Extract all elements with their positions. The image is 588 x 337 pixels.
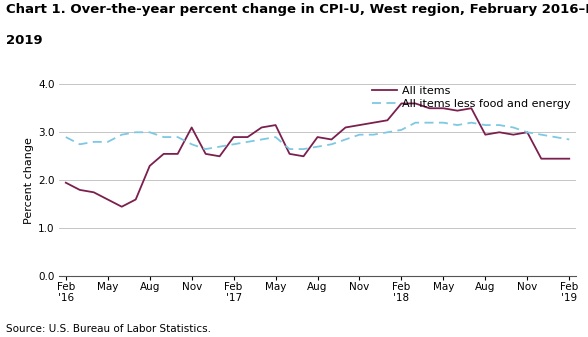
All items: [118, 205, 125, 209]
All items: [510, 133, 517, 137]
All items: [384, 118, 391, 122]
All items: [566, 157, 573, 161]
All items less food and energy: [412, 121, 419, 125]
All items: [398, 101, 405, 105]
All items: [482, 133, 489, 137]
All items: [76, 188, 83, 192]
All items less food and energy: [174, 135, 181, 139]
All items: [174, 152, 181, 156]
All items less food and energy: [230, 142, 237, 146]
All items less food and energy: [384, 130, 391, 134]
All items: [202, 152, 209, 156]
All items less food and energy: [566, 137, 573, 142]
All items: [496, 130, 503, 134]
Line: All items: All items: [66, 103, 569, 207]
All items less food and energy: [510, 125, 517, 129]
All items less food and energy: [454, 123, 461, 127]
All items: [314, 135, 321, 139]
All items less food and energy: [202, 147, 209, 151]
All items: [300, 154, 307, 158]
All items: [104, 197, 111, 202]
Y-axis label: Percent change: Percent change: [24, 137, 34, 224]
All items less food and energy: [272, 135, 279, 139]
All items: [468, 106, 475, 110]
All items less food and energy: [482, 123, 489, 127]
All items less food and energy: [426, 121, 433, 125]
All items: [244, 135, 251, 139]
All items less food and energy: [216, 145, 223, 149]
All items less food and energy: [62, 135, 69, 139]
All items less food and energy: [328, 142, 335, 146]
All items less food and energy: [76, 142, 83, 146]
All items: [538, 157, 545, 161]
All items less food and energy: [132, 130, 139, 134]
All items: [370, 121, 377, 125]
Text: Source: U.S. Bureau of Labor Statistics.: Source: U.S. Bureau of Labor Statistics.: [6, 324, 211, 334]
All items: [188, 125, 195, 129]
Legend: All items, All items less food and energy: All items, All items less food and energ…: [372, 86, 571, 109]
All items: [552, 157, 559, 161]
All items: [412, 101, 419, 105]
All items less food and energy: [440, 121, 447, 125]
All items less food and energy: [370, 133, 377, 137]
All items: [286, 152, 293, 156]
All items: [342, 125, 349, 129]
All items: [328, 137, 335, 142]
All items less food and energy: [468, 121, 475, 125]
All items: [132, 197, 139, 202]
All items: [272, 123, 279, 127]
Text: 2019: 2019: [6, 34, 42, 47]
All items less food and energy: [496, 123, 503, 127]
All items: [524, 130, 531, 134]
All items: [454, 109, 461, 113]
All items less food and energy: [160, 135, 167, 139]
All items less food and energy: [314, 145, 321, 149]
All items less food and energy: [300, 147, 307, 151]
All items: [62, 181, 69, 185]
All items: [258, 125, 265, 129]
All items less food and energy: [524, 130, 531, 134]
Line: All items less food and energy: All items less food and energy: [66, 123, 569, 149]
Text: Chart 1. Over-the-year percent change in CPI-U, West region, February 2016–Febru: Chart 1. Over-the-year percent change in…: [6, 3, 588, 17]
All items less food and energy: [104, 140, 111, 144]
All items less food and energy: [342, 137, 349, 142]
All items: [440, 106, 447, 110]
All items less food and energy: [286, 147, 293, 151]
All items less food and energy: [90, 140, 97, 144]
All items: [160, 152, 167, 156]
All items less food and energy: [118, 133, 125, 137]
All items: [90, 190, 97, 194]
All items: [230, 135, 237, 139]
All items: [146, 164, 153, 168]
All items less food and energy: [258, 137, 265, 142]
All items: [356, 123, 363, 127]
All items: [426, 106, 433, 110]
All items less food and energy: [356, 133, 363, 137]
All items less food and energy: [398, 128, 405, 132]
All items less food and energy: [146, 130, 153, 134]
All items less food and energy: [244, 140, 251, 144]
All items less food and energy: [188, 142, 195, 146]
All items less food and energy: [552, 135, 559, 139]
All items less food and energy: [538, 133, 545, 137]
All items: [216, 154, 223, 158]
